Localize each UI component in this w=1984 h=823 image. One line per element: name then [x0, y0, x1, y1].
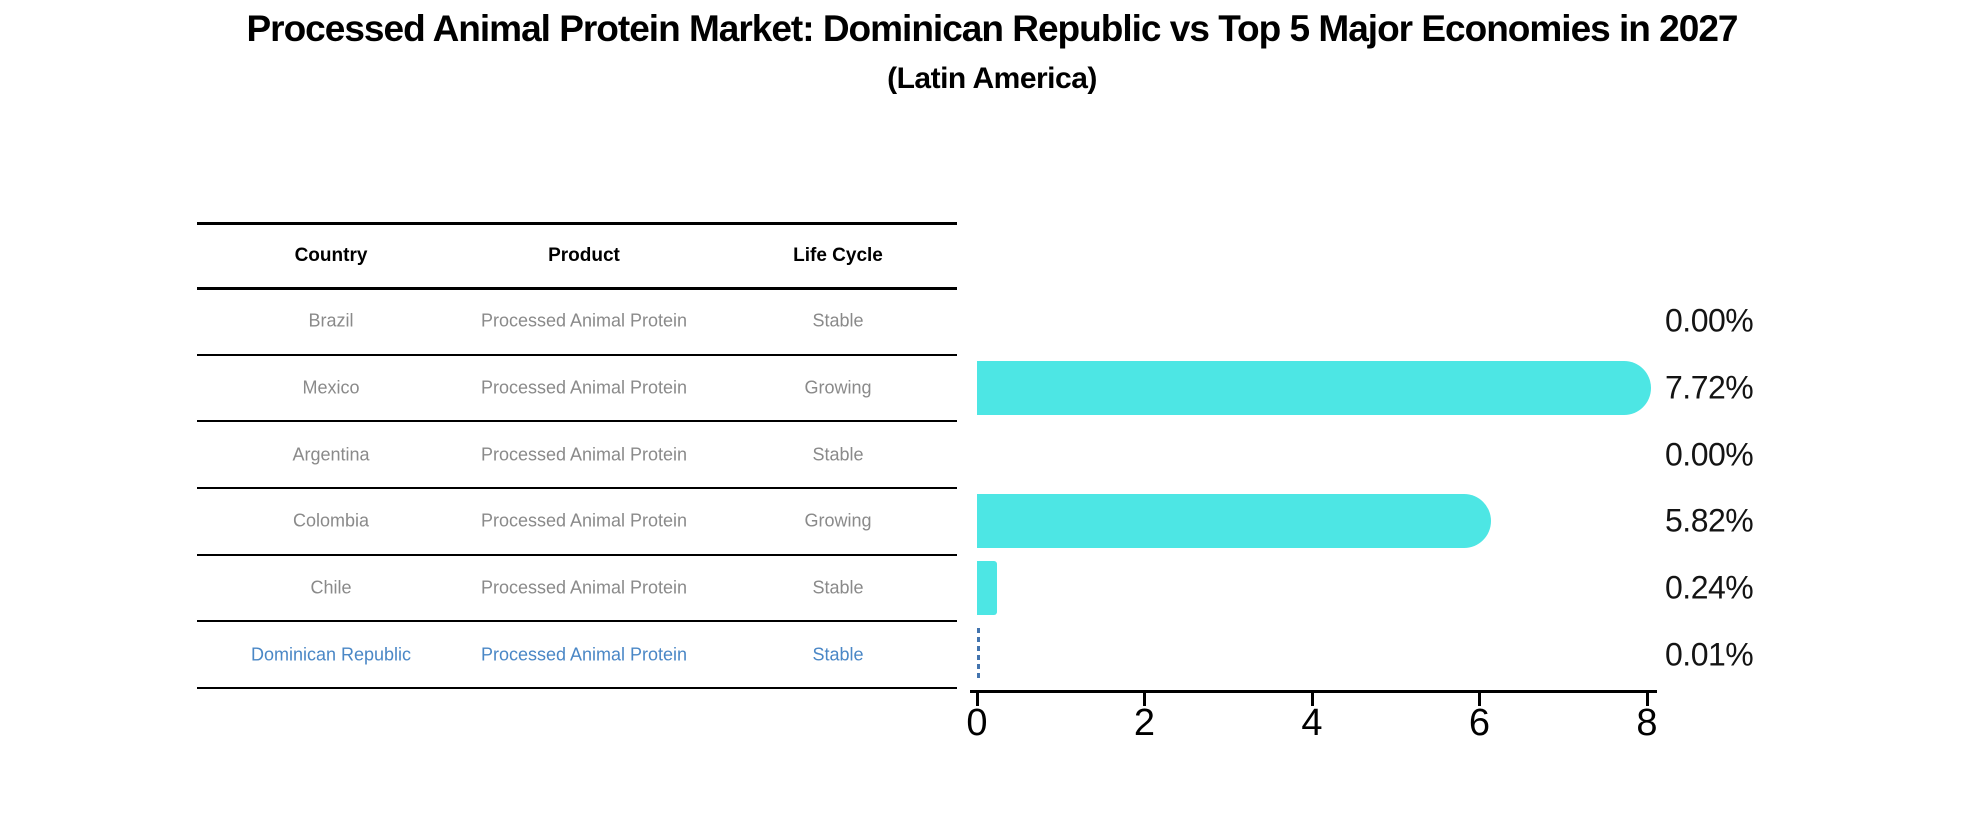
x-axis-tick [1143, 693, 1146, 706]
table-row-rule [197, 487, 957, 489]
table-cell-country: Brazil [308, 310, 354, 331]
table-cell-country: Chile [310, 577, 352, 598]
value-label: 0.00% [1665, 436, 1754, 473]
table-row-rule [197, 620, 957, 623]
value-label: 0.00% [1665, 302, 1754, 339]
table-row-rule [197, 553, 957, 556]
value-label: 0.24% [1665, 569, 1754, 606]
x-axis-line [970, 690, 1657, 693]
table-header-rule [197, 286, 957, 290]
table-cell-country: Mexico [302, 377, 360, 398]
x-axis-tick [1310, 693, 1314, 706]
table-cell-life-cycle: Stable [812, 310, 864, 331]
table-cell-product: Processed Animal Protein [480, 444, 688, 465]
chart-title: Processed Animal Protein Market: Dominic… [246, 8, 1739, 49]
x-axis-tick-label: 0 [966, 702, 988, 744]
x-axis-tick-label: 4 [1301, 702, 1323, 744]
chart-subtitle: (Latin America) [887, 62, 1097, 95]
table-cell-product: Processed Animal Protein [480, 577, 688, 598]
table-cell-country: Argentina [292, 444, 370, 465]
table-cell-country: Colombia [292, 510, 370, 531]
x-axis-tick-label: 6 [1468, 702, 1491, 744]
table-cell-country: Dominican Republic [250, 644, 412, 665]
x-axis-tick [975, 693, 979, 706]
x-axis-tick-label: 8 [1636, 702, 1658, 744]
column-header-life-cycle: Life Cycle [793, 245, 883, 266]
table-cell-product: Processed Animal Protein [480, 377, 688, 398]
table-cell-life-cycle: Stable [812, 444, 864, 465]
value-label: 7.72% [1665, 369, 1754, 406]
x-axis-tick [1478, 693, 1481, 706]
highlight-dashed-marker [976, 627, 980, 682]
table-cell-life-cycle: Growing [804, 510, 872, 531]
table-cell-product: Processed Animal Protein [480, 644, 688, 665]
table-cell-product: Processed Animal Protein [480, 310, 688, 331]
table-cell-product: Processed Animal Protein [480, 510, 688, 531]
table-cell-life-cycle: Stable [812, 577, 864, 598]
table-top-rule [197, 221, 957, 225]
bar-chile [977, 561, 998, 615]
value-label: 5.82% [1665, 502, 1754, 539]
column-header-country: Country [294, 245, 368, 266]
table-row-rule [197, 420, 957, 423]
x-axis-tick [1645, 693, 1649, 706]
table-cell-life-cycle: Growing [804, 377, 872, 398]
value-label: 0.01% [1665, 636, 1754, 673]
bar-colombia [977, 494, 1492, 549]
x-axis-tick-label: 2 [1133, 702, 1156, 744]
table-row-rule [197, 353, 957, 356]
column-header-product: Product [548, 245, 620, 266]
table-row-rule [197, 687, 957, 689]
table-cell-life-cycle: Stable [812, 644, 864, 665]
bar-mexico [977, 361, 1651, 415]
